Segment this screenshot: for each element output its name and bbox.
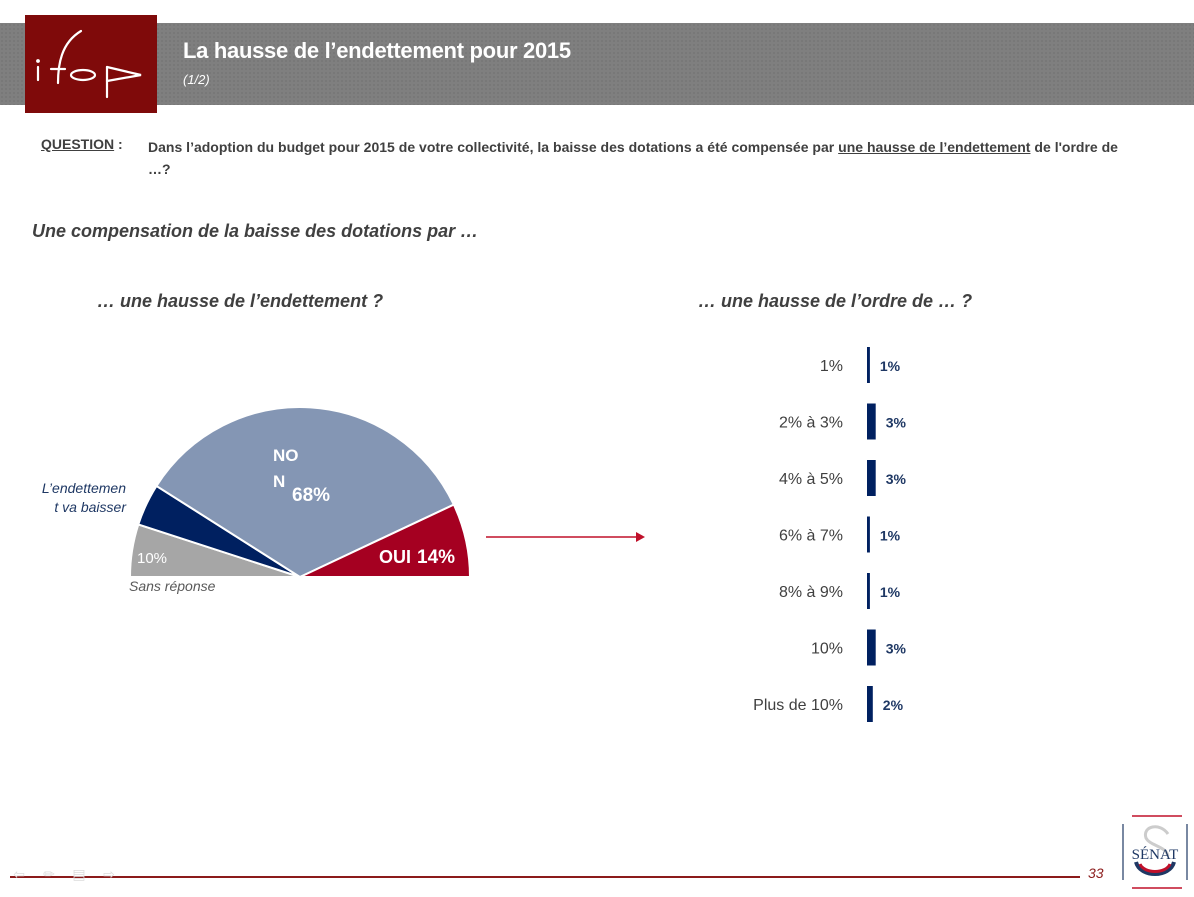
- half-pie-chart: [128, 405, 472, 579]
- arrow-right-icon[interactable]: ⇨: [103, 866, 115, 882]
- question-separator: :: [114, 136, 123, 152]
- bar-value-label: 1%: [880, 528, 901, 544]
- menu-icon[interactable]: ▤: [72, 866, 86, 882]
- bar-value-label: 1%: [880, 358, 901, 374]
- header-bar: [0, 23, 1194, 105]
- pie-slice-non: [155, 405, 456, 579]
- section-title: Une compensation de la baisse des dotati…: [32, 221, 479, 241]
- bar: [867, 686, 873, 722]
- question-label: QUESTION :: [41, 136, 123, 152]
- ifop-logo: [25, 15, 157, 113]
- bar-value-label: 3%: [886, 415, 907, 431]
- question-text: Dans l’adoption du budget pour 2015 de v…: [148, 136, 1118, 180]
- bar-category-label: 1%: [820, 358, 843, 375]
- bar-value-label: 1%: [880, 584, 901, 600]
- pie-value-sans-reponse: 10%: [137, 550, 167, 567]
- bar-category-label: 2% à 3%: [779, 415, 843, 432]
- bar-category-label: 10%: [811, 641, 843, 658]
- pie-label-baisser-line2: t va baisser: [54, 499, 127, 515]
- arrow-left-icon[interactable]: ⇦: [13, 866, 25, 882]
- pie-value-oui: 14%: [417, 547, 455, 568]
- page-number: 33: [1088, 865, 1104, 881]
- bar: [867, 516, 870, 553]
- question-text-part2: de l'ordre de …?: [148, 139, 1118, 177]
- pie-slice-oui: [299, 503, 472, 578]
- bar-category-label: 8% à 9%: [779, 584, 843, 601]
- slide-nav: ⇦ ✏ ▤ ⇨: [4, 866, 134, 888]
- senat-emblem-icon: SÉNAT: [1122, 815, 1188, 889]
- senat-logo: SÉNAT: [1120, 812, 1190, 892]
- page-subtitle: (1/2): [183, 72, 210, 87]
- bar-category-label: 4% à 5%: [779, 471, 843, 488]
- pie-label-oui: OUI: [379, 547, 411, 567]
- bar-chart-title: … une hausse de l’ordre de … ?: [698, 291, 973, 311]
- question-text-part1: Dans l’adoption du budget pour 2015 de v…: [148, 139, 839, 155]
- bar-category-label: 6% à 7%: [779, 528, 843, 545]
- question-text-underlined: une hausse de l’endettement: [838, 139, 1031, 155]
- bar: [867, 403, 876, 440]
- pie-label-sans-reponse: Sans réponse: [129, 578, 216, 594]
- bar-value-label: 3%: [886, 471, 907, 487]
- pie-chart-title: … une hausse de l’endettement ?: [97, 291, 384, 311]
- bar-category-label: Plus de 10%: [753, 697, 843, 714]
- arrow-right-icon: [486, 532, 645, 542]
- bar: [867, 629, 876, 666]
- page-title: La hausse de l’endettement pour 2015: [183, 38, 571, 63]
- bar: [867, 573, 870, 609]
- pie-label-baisser-line1: L’endettemen: [42, 480, 126, 496]
- ifop-logo-icon: [36, 29, 142, 99]
- bar: [867, 347, 870, 383]
- senat-text: SÉNAT: [1132, 846, 1179, 863]
- bar: [867, 460, 876, 496]
- question-label-text: QUESTION: [41, 136, 115, 152]
- pie-label-non-line1: NO: [273, 446, 299, 465]
- pie-label-non-line2: N: [273, 472, 285, 491]
- pie-value-non: 68%: [292, 485, 330, 506]
- bar-value-label: 2%: [883, 697, 904, 713]
- bar-chart: 1% 1% 2% à 3% 3% 4% à 5% 3% 6% à 7% 1% 8% à 9% 1%…: [753, 347, 906, 722]
- bar-value-label: 3%: [886, 641, 907, 657]
- footer-divider: [10, 876, 1080, 878]
- pen-icon[interactable]: ✏: [43, 866, 55, 882]
